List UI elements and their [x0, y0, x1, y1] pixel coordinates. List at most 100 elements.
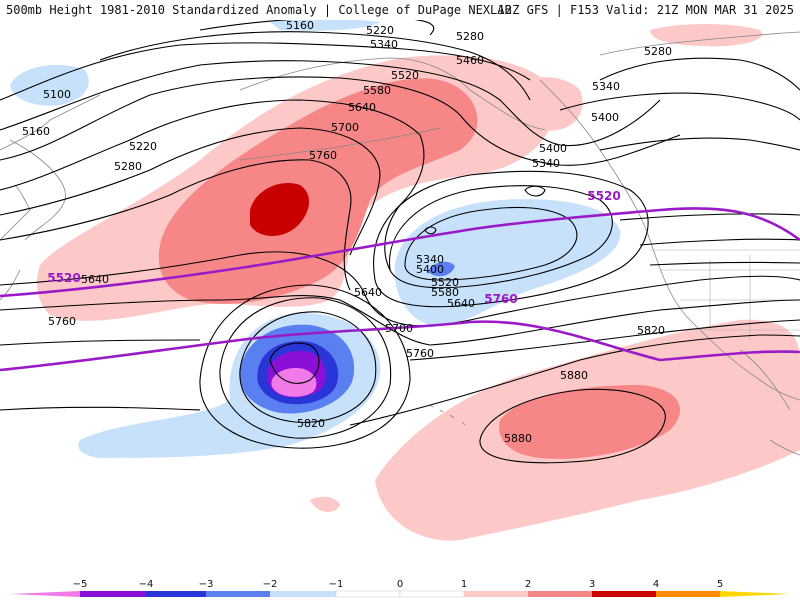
contour-5700 — [0, 295, 800, 346]
height-contour-label: 5340 — [370, 38, 398, 51]
height-contour-label: 5760 — [406, 347, 434, 360]
anomaly-neg-1-north — [270, 20, 380, 31]
height-contour-label: 5160 — [286, 20, 314, 32]
height-contour-label: 5640 — [81, 273, 109, 286]
height-contour-label: 5340 — [592, 80, 620, 93]
height-contour-label: 5340 — [416, 253, 444, 266]
contour-east-2 — [559, 92, 800, 121]
run-info: 12Z GFS | F153 Valid: 21Z MON MAR 31 202… — [497, 3, 794, 17]
contour-trough-3 — [404, 206, 578, 281]
highlight-contour-label: 5760 — [484, 292, 517, 306]
contour-east-3 — [599, 137, 800, 151]
colorbar-swatch-neg2 — [270, 591, 336, 597]
colorbar-tick-label: 1 — [461, 579, 467, 590]
anomaly-pos-1-small-south — [310, 496, 340, 512]
colorbar: −5 −4 −3 −2 −1 0 1 2 3 4 5 — [10, 579, 790, 598]
height-contour-label: 5580 — [431, 286, 459, 299]
height-contour-label: 5220 — [366, 24, 394, 37]
contour-north-5 — [0, 76, 681, 166]
highlight-contour-label: 5520 — [587, 189, 620, 203]
hawaii-islands — [429, 404, 466, 426]
colorbar-swatch-neg4 — [146, 591, 206, 597]
height-contour-label: 5640 — [447, 297, 475, 310]
contour-east-1 — [599, 57, 800, 91]
contour-5820 — [0, 334, 800, 426]
height-contour-label: 5100 — [43, 88, 71, 101]
height-contour-label: 5280 — [644, 45, 672, 58]
contour-low-2 — [219, 297, 392, 439]
contour-trough-small — [424, 226, 437, 235]
highlight-contours — [0, 207, 800, 372]
contour-low-1 — [239, 311, 377, 423]
colorbar-swatch-pos2 — [528, 591, 592, 597]
negative-anomaly-layer — [10, 20, 621, 458]
colorbar-swatches — [10, 590, 790, 598]
height-contour-label: 5460 — [456, 54, 484, 67]
contour-5880 — [479, 388, 666, 464]
title-bar: 500mb Height 1981-2010 Standardized Anom… — [0, 0, 800, 20]
contour-north-1 — [199, 20, 435, 36]
anomaly-map: 5100516052205280534054605520558056405700… — [0, 20, 800, 541]
contour-5640 — [0, 251, 800, 327]
coast-kamchatka — [9, 139, 66, 241]
colorbar-swatch-below-min — [10, 591, 80, 597]
anomaly-neg-5-low — [271, 368, 317, 397]
colorbar-swatch-pos1 — [464, 591, 528, 597]
colorbar-tick-label: −4 — [139, 579, 154, 590]
height-contour-label: 5820 — [637, 324, 665, 337]
contour-trough-center — [524, 185, 546, 197]
height-contour-label: 5640 — [348, 101, 376, 114]
colorbar-swatch-pos3 — [592, 591, 656, 597]
contour-ridge-2 — [0, 127, 381, 256]
highlight-contour-5760 — [0, 320, 800, 372]
height-contour-label: 5580 — [363, 84, 391, 97]
contour-low-3 — [199, 284, 411, 449]
height-contour-label: 5760 — [309, 149, 337, 162]
colorbar-swatch-pos0 — [399, 590, 465, 598]
coast-north-america — [539, 31, 800, 401]
highlight-contour-label: 5520 — [47, 271, 80, 285]
height-contour-label: 5700 — [331, 121, 359, 134]
anomaly-pos-2-subtropical — [499, 385, 680, 459]
colorbar-swatch-pos4 — [656, 591, 720, 597]
contour-east-6 — [649, 261, 800, 266]
height-contour-label: 5760 — [48, 315, 76, 328]
colorbar-swatch-neg3 — [206, 591, 270, 597]
anomaly-pos-3-core — [250, 182, 310, 236]
colorbar-tick-label: −1 — [329, 579, 344, 590]
height-contour-label: 5280 — [456, 30, 484, 43]
contour-north-3 — [0, 42, 531, 101]
colorbar-tick-label: 5 — [717, 579, 723, 590]
height-labels: 5100516052205280534054605520558056405700… — [22, 20, 672, 445]
coast-alaska-aleutians — [239, 57, 546, 161]
colorbar-tick-label: 0 — [397, 579, 403, 590]
height-contour-label: 5880 — [504, 432, 532, 445]
contour-trough-1 — [389, 185, 613, 289]
height-contours — [0, 20, 800, 464]
height-contour-label: 5820 — [297, 417, 325, 430]
anomaly-neg-2-gulf — [428, 261, 455, 277]
colorbar-tick-label: 3 — [589, 579, 595, 590]
map-title: 500mb Height 1981-2010 Standardized Anom… — [6, 3, 512, 17]
height-contour-label: 5520 — [391, 69, 419, 82]
height-contour-label: 5100 — [304, 20, 332, 21]
contour-east-5 — [639, 238, 800, 246]
height-contour-label: 5280 — [114, 160, 142, 173]
highlight-labels: 5520 5520 5760 — [47, 189, 620, 306]
height-contour-label: 5400 — [591, 111, 619, 124]
coastlines — [0, 31, 800, 456]
contour-5760 — [0, 319, 800, 361]
colorbar-swatch-neg5 — [80, 591, 146, 597]
colorbar-tick-label: 2 — [525, 579, 531, 590]
height-contour-label: 5520 — [431, 276, 459, 289]
height-contour-label: 5880 — [560, 369, 588, 382]
anomaly-neg-1-gulf — [394, 199, 621, 326]
anomaly-pos-2-north-pacific — [158, 78, 478, 304]
colorbar-labels: −5 −4 −3 −2 −1 0 1 2 3 4 5 — [73, 579, 724, 590]
positive-anomaly-layer — [37, 24, 800, 541]
anomaly-pos-1-northeast — [650, 24, 762, 47]
height-contour-label: 5220 — [129, 140, 157, 153]
anomaly-neg-1-west — [10, 65, 89, 106]
height-contour-label: 5340 — [532, 157, 560, 170]
height-contour-label: 5400 — [539, 142, 567, 155]
